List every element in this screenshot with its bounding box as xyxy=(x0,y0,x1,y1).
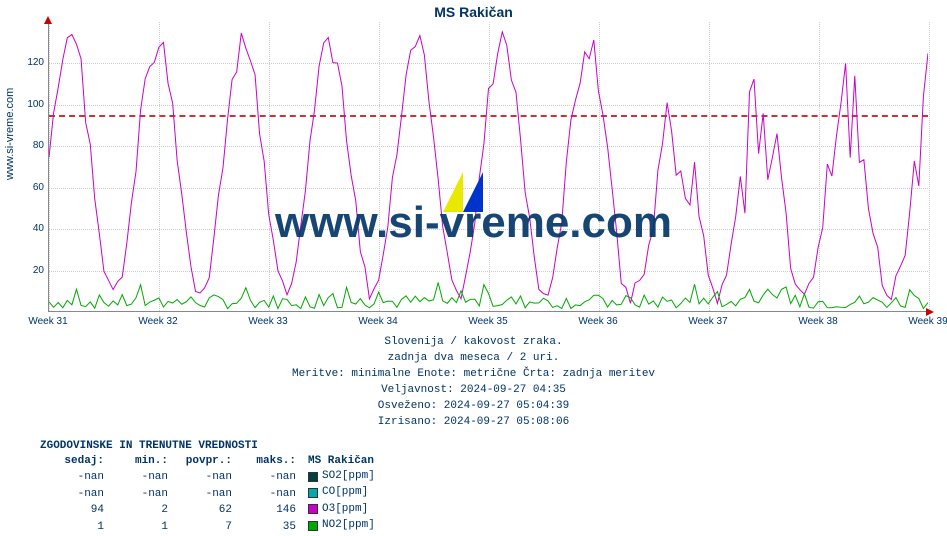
meta-line: zadnja dva meseca / 2 uri. xyxy=(0,350,947,366)
meta-line: Meritve: minimalne Enote: metrične Črta:… xyxy=(0,366,947,382)
y-tick-label: 120 xyxy=(22,57,44,68)
x-tick-label: Week 32 xyxy=(128,316,188,327)
table-header: sedaj: xyxy=(40,454,104,469)
x-tick-label: Week 37 xyxy=(678,316,738,327)
table-cell: 35 xyxy=(232,520,296,535)
chart-area xyxy=(48,22,928,312)
meta-block: Slovenija / kakovost zraka. zadnja dva m… xyxy=(0,334,947,430)
table-header-row: sedaj:min.:povpr.:maks.: MS Rakičan xyxy=(40,454,375,469)
y-tick-label: 20 xyxy=(22,265,44,276)
y-axis-arrow xyxy=(44,16,52,24)
legend-label: NO2[ppm] xyxy=(322,518,375,533)
x-tick-label: Week 31 xyxy=(18,316,78,327)
meta-line: Slovenija / kakovost zraka. xyxy=(0,334,947,350)
x-tick-label: Week 38 xyxy=(788,316,848,327)
table-cell: 94 xyxy=(40,503,104,518)
table-cell: -nan xyxy=(40,470,104,485)
legend-swatch xyxy=(308,472,318,482)
table-row: 11735NO2[ppm] xyxy=(40,518,375,534)
x-tick-label: Week 34 xyxy=(348,316,408,327)
legend-swatch xyxy=(308,488,318,498)
table-cell: 7 xyxy=(168,520,232,535)
table-cell: 1 xyxy=(104,520,168,535)
y-axis-link[interactable]: www.si-vreme.com xyxy=(4,88,16,180)
table-cell: 62 xyxy=(168,503,232,518)
table-cell: 146 xyxy=(232,503,296,518)
table-cell: -nan xyxy=(40,487,104,502)
table-row: -nan-nan-nan-nanSO2[ppm] xyxy=(40,469,375,485)
table-cell: -nan xyxy=(104,487,168,502)
x-tick-label: Week 33 xyxy=(238,316,298,327)
y-tick-label: 40 xyxy=(22,223,44,234)
legend-label: CO[ppm] xyxy=(322,485,368,500)
logo-icon xyxy=(443,172,483,212)
table-cell: -nan xyxy=(232,470,296,485)
legend-label: SO2[ppm] xyxy=(322,469,375,484)
line-plot xyxy=(49,22,928,311)
meta-line: Osveženo: 2024-09-27 05:04:39 xyxy=(0,398,947,414)
x-tick-label: Week 39 xyxy=(898,316,947,327)
table-header: min.: xyxy=(104,454,168,469)
table-header: maks.: xyxy=(232,454,296,469)
legend-title: MS Rakičan xyxy=(308,454,374,469)
table-title: ZGODOVINSKE IN TRENUTNE VREDNOSTI xyxy=(40,440,375,452)
table-cell: -nan xyxy=(168,487,232,502)
legend-label: O3[ppm] xyxy=(322,502,368,517)
table-cell: 2 xyxy=(104,503,168,518)
table-cell: 1 xyxy=(40,520,104,535)
y-tick-label: 60 xyxy=(22,182,44,193)
legend-swatch xyxy=(308,504,318,514)
y-tick-label: 100 xyxy=(22,99,44,110)
x-tick-label: Week 36 xyxy=(568,316,628,327)
y-tick-label: 80 xyxy=(22,140,44,151)
legend-swatch xyxy=(308,521,318,531)
table-cell: -nan xyxy=(232,487,296,502)
chart-title: MS Rakičan xyxy=(0,4,947,20)
meta-line: Veljavnost: 2024-09-27 04:35 xyxy=(0,382,947,398)
meta-line: Izrisano: 2024-09-27 05:08:06 xyxy=(0,414,947,430)
table-cell: -nan xyxy=(104,470,168,485)
table-cell: -nan xyxy=(168,470,232,485)
table-header: povpr.: xyxy=(168,454,232,469)
x-axis-arrow xyxy=(926,308,934,316)
table-row: 94262146 O3[ppm] xyxy=(40,502,375,518)
table-row: -nan-nan-nan-nanCO[ppm] xyxy=(40,485,375,501)
values-table: ZGODOVINSKE IN TRENUTNE VREDNOSTI sedaj:… xyxy=(40,440,375,535)
x-tick-label: Week 35 xyxy=(458,316,518,327)
